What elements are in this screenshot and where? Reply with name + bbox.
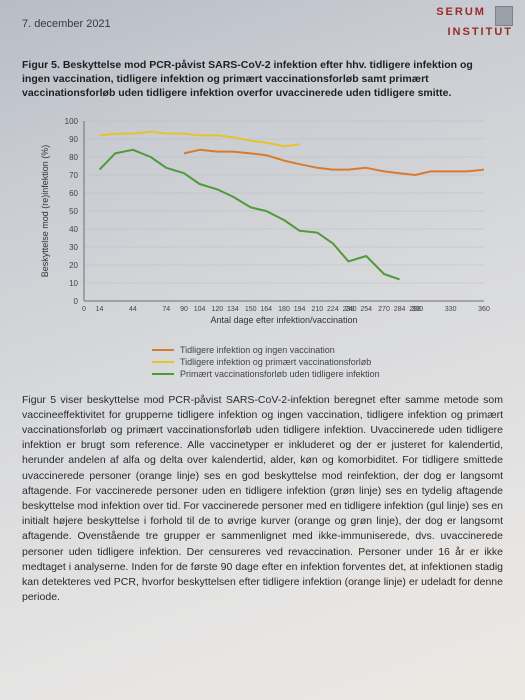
svg-text:164: 164 xyxy=(260,306,272,313)
svg-text:150: 150 xyxy=(245,306,257,313)
legend-item-green: Primært vaccinationsforløb uden tidliger… xyxy=(152,369,492,379)
svg-text:284: 284 xyxy=(394,306,406,313)
svg-text:100: 100 xyxy=(65,117,79,126)
logo-line2: INSTITUT xyxy=(448,26,514,38)
svg-text:14: 14 xyxy=(96,306,104,313)
legend-swatch-orange xyxy=(152,349,174,351)
svg-text:270: 270 xyxy=(378,306,390,313)
svg-text:210: 210 xyxy=(311,306,323,313)
figure-title: Figur 5. Beskyttelse mod PCR-påvist SARS… xyxy=(22,58,503,101)
legend-swatch-green xyxy=(152,373,174,375)
svg-text:50: 50 xyxy=(69,207,78,216)
svg-text:60: 60 xyxy=(69,189,78,198)
legend-label-orange: Tidligere infektion og ingen vaccination xyxy=(180,345,335,355)
svg-text:330: 330 xyxy=(445,306,457,313)
svg-text:120: 120 xyxy=(211,306,223,313)
svg-text:90: 90 xyxy=(180,306,188,313)
svg-text:360: 360 xyxy=(478,306,490,313)
svg-text:74: 74 xyxy=(162,306,170,313)
svg-text:104: 104 xyxy=(194,306,206,313)
logo-icon xyxy=(495,6,513,26)
svg-text:254: 254 xyxy=(360,306,372,313)
svg-text:20: 20 xyxy=(69,261,78,270)
svg-text:300: 300 xyxy=(411,306,423,313)
svg-text:80: 80 xyxy=(69,153,78,162)
chart-container: 0 10 20 30 40 50 60 70 80 90 100 0 14 44 74 90 104 120 134… xyxy=(32,111,492,379)
legend-swatch-yellow xyxy=(152,361,174,363)
svg-text:224: 224 xyxy=(327,306,339,313)
body-paragraph: Figur 5 viser beskyttelse mod PCR-påvist… xyxy=(22,393,503,606)
header-date: 7. december 2021 xyxy=(22,18,503,30)
svg-text:240: 240 xyxy=(345,306,357,313)
svg-text:0: 0 xyxy=(82,306,86,313)
legend-item-yellow: Tidligere infektion og primært vaccinati… xyxy=(152,357,492,367)
svg-text:194: 194 xyxy=(294,306,306,313)
svg-text:70: 70 xyxy=(69,171,78,180)
legend-item-orange: Tidligere infektion og ingen vaccination xyxy=(152,345,492,355)
svg-text:180: 180 xyxy=(278,306,290,313)
svg-text:Beskyttelse mod (re)infektion: Beskyttelse mod (re)infektion (%) xyxy=(40,144,50,277)
svg-text:0: 0 xyxy=(74,297,79,306)
protection-chart: 0 10 20 30 40 50 60 70 80 90 100 0 14 44 74 90 104 120 134… xyxy=(32,111,492,341)
svg-text:30: 30 xyxy=(69,243,78,252)
svg-text:44: 44 xyxy=(129,306,137,313)
chart-legend: Tidligere infektion og ingen vaccination… xyxy=(152,345,492,379)
legend-label-green: Primært vaccinationsforløb uden tidliger… xyxy=(180,369,380,379)
svg-text:10: 10 xyxy=(69,279,78,288)
svg-text:134: 134 xyxy=(227,306,239,313)
svg-text:Antal dage efter infektion/vac: Antal dage efter infektion/vaccination xyxy=(210,315,357,325)
legend-label-yellow: Tidligere infektion og primært vaccinati… xyxy=(180,357,371,367)
logo-line1: SERUM xyxy=(436,6,486,18)
svg-text:40: 40 xyxy=(69,225,78,234)
header-logo: SERUM INSTITUT xyxy=(436,6,513,38)
document-page: 7. december 2021 SERUM INSTITUT Figur 5.… xyxy=(0,0,525,700)
svg-text:90: 90 xyxy=(69,135,78,144)
